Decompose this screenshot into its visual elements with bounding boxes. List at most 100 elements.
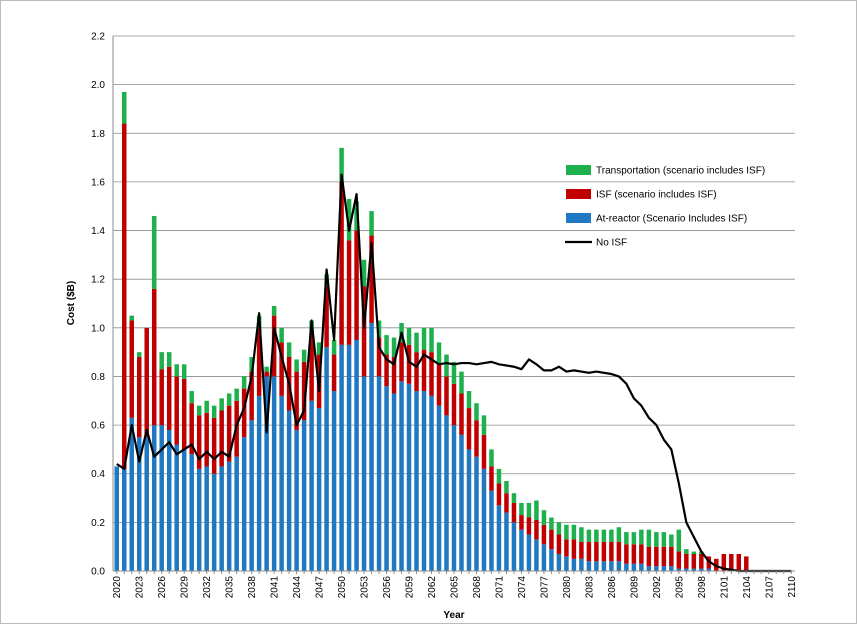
- bar-segment: [309, 332, 314, 401]
- bar-segment: [159, 352, 164, 370]
- bar-segment: [489, 490, 494, 571]
- bar-segment: [331, 391, 337, 571]
- bar-segment: [369, 211, 374, 236]
- bar-segment: [466, 449, 472, 571]
- bar-segment: [436, 364, 442, 406]
- bar-segment: [609, 561, 614, 571]
- bar-segment: [601, 541, 607, 562]
- bar-segment: [144, 437, 149, 571]
- y-tick-label: 2.2: [91, 32, 105, 43]
- line-series: [116, 173, 792, 573]
- bar-segment: [556, 553, 562, 571]
- x-tick-label: 2095: [674, 576, 685, 599]
- x-tick-label: 2083: [584, 576, 595, 599]
- x-tick-label: 2074: [517, 576, 528, 599]
- bar-segment: [121, 123, 127, 469]
- bar-segment: [661, 532, 667, 547]
- bar-segment: [354, 230, 359, 340]
- bar-segment: [181, 378, 187, 450]
- bar-segment: [286, 342, 292, 357]
- bar-segment: [631, 532, 637, 545]
- bar-segment: [301, 349, 307, 362]
- x-tick-label: 2050: [337, 576, 348, 599]
- bar-segment: [249, 357, 254, 372]
- bar-segment: [399, 342, 404, 382]
- bar-segment: [624, 563, 629, 571]
- bar-segment: [414, 352, 419, 392]
- bar-segment: [384, 354, 389, 387]
- x-tick-label: 2077: [539, 576, 550, 599]
- bar-segment: [211, 417, 217, 474]
- bar-segment: [444, 376, 449, 416]
- x-tick-label: 2041: [270, 576, 281, 599]
- x-tick-label: 2059: [405, 576, 416, 599]
- bar-segment: [249, 371, 254, 421]
- bar-segment: [376, 337, 382, 377]
- bar-segment: [159, 369, 164, 426]
- bar-segment: [669, 566, 674, 571]
- y-tick-label: 0.0: [91, 567, 105, 578]
- bar-segment: [669, 534, 674, 547]
- x-tick-label: 2071: [494, 576, 505, 599]
- bar-segment: [579, 527, 584, 542]
- bar-segment: [541, 544, 547, 571]
- y-tick-label: 0.2: [91, 518, 105, 529]
- bar-segment: [309, 400, 314, 571]
- y-tick-label: 2.0: [91, 80, 105, 91]
- bar-segment: [361, 286, 367, 377]
- bar-segment: [451, 361, 457, 384]
- bar-segment: [429, 327, 434, 353]
- bar-segment: [324, 347, 329, 571]
- bar-segment: [271, 376, 277, 571]
- bar-segment: [264, 376, 269, 571]
- bar-segment: [264, 371, 269, 377]
- bar-segment: [504, 481, 509, 494]
- bar-segment: [226, 393, 232, 406]
- bar-segment: [241, 388, 247, 438]
- bar-segment: [219, 466, 224, 571]
- bar-segment: [436, 405, 442, 571]
- bar-segment: [271, 305, 277, 316]
- bar-segment: [196, 405, 202, 416]
- x-tick-label: 2053: [360, 576, 371, 599]
- bar-segment: [256, 327, 262, 396]
- y-tick-label: 1.6: [91, 177, 105, 188]
- bar-segment: [241, 437, 247, 571]
- x-tick-label: 2098: [697, 576, 708, 599]
- bar-segment: [189, 454, 194, 571]
- bar-segment: [279, 342, 284, 396]
- x-tick-label: 2020: [112, 576, 123, 599]
- x-tick-label: 2092: [652, 576, 663, 599]
- x-tick-label: 2101: [719, 576, 730, 599]
- bar-segment: [601, 529, 607, 542]
- bar-segment: [594, 541, 599, 562]
- bar-segment: [316, 408, 322, 571]
- y-tick-label: 1.0: [91, 323, 105, 334]
- bar-segment: [279, 395, 284, 571]
- bar-segment: [219, 410, 224, 467]
- bar-segment: [301, 420, 307, 571]
- bar-segment: [361, 259, 367, 287]
- legend-label: Transportation (scenario includes ISF): [596, 166, 765, 177]
- bar-segment: [451, 425, 457, 571]
- bar-segment: [196, 415, 202, 469]
- bar-segment: [166, 366, 172, 430]
- bar-segment: [406, 383, 412, 571]
- bar-segment: [174, 444, 179, 571]
- bar-segment: [474, 403, 479, 421]
- bar-segment: [181, 364, 187, 379]
- bar-segment: [609, 541, 614, 562]
- bar-segment: [256, 395, 262, 571]
- bar-segment: [226, 461, 232, 571]
- bar-segment: [631, 563, 637, 571]
- bar-segment: [406, 344, 412, 384]
- bar-segment: [729, 553, 734, 571]
- bar-segment: [204, 400, 209, 413]
- bar-segment: [151, 215, 157, 289]
- bar-segment: [586, 541, 592, 562]
- bar-segment: [406, 327, 412, 345]
- bar-segment: [264, 366, 269, 372]
- bar-segment: [174, 376, 179, 445]
- bar-segment: [526, 534, 532, 571]
